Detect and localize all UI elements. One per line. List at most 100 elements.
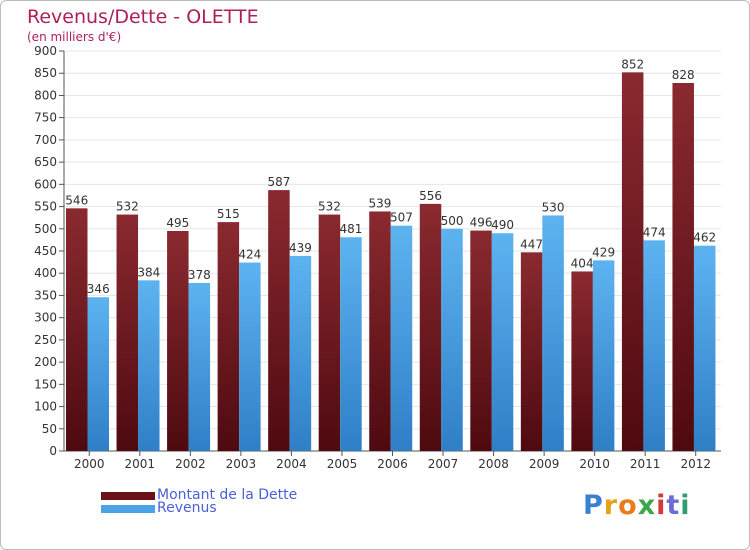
legend-label-debt: Montant de la Dette <box>157 487 298 503</box>
data-label-debt: 496 <box>470 216 493 230</box>
x-tick-label: 2007 <box>428 457 459 471</box>
y-tick-label: 350 <box>34 288 57 302</box>
data-label-revenue: 474 <box>643 225 666 239</box>
data-label-debt: 447 <box>520 237 543 251</box>
logo-letter: P <box>583 490 604 521</box>
data-label-revenue: 346 <box>87 282 110 296</box>
bar-debt <box>571 271 593 451</box>
logo-letter: i <box>680 490 691 521</box>
x-tick-label: 2012 <box>680 457 711 471</box>
bar-revenue <box>390 225 413 451</box>
bar-debt <box>419 203 442 451</box>
bar-debt <box>167 231 189 451</box>
bar-revenue <box>491 233 514 451</box>
y-tick-label: 50 <box>42 422 57 436</box>
data-label-revenue: 429 <box>592 245 615 259</box>
y-tick-label: 700 <box>34 133 57 147</box>
data-label-debt: 546 <box>65 193 88 207</box>
logo-letter: t <box>666 490 681 521</box>
y-tick-label: 750 <box>34 111 57 125</box>
bar-debt <box>217 222 240 451</box>
data-label-debt: 587 <box>267 175 290 189</box>
bar-revenue <box>693 245 716 451</box>
y-tick-label: 550 <box>34 200 57 214</box>
data-label-debt: 532 <box>116 200 139 214</box>
bar-revenue <box>239 262 261 451</box>
y-tick-label: 600 <box>34 177 57 191</box>
bar-revenue <box>188 283 211 451</box>
x-tick-label: 2006 <box>377 457 408 471</box>
chart-subtitle: (en milliers d'€) <box>27 30 122 44</box>
logo-letter: i <box>656 490 667 521</box>
data-label-debt: 852 <box>621 57 644 71</box>
x-tick-label: 2000 <box>74 457 105 471</box>
y-tick-label: 150 <box>34 377 57 391</box>
bar-debt <box>66 208 88 451</box>
bar-revenue <box>138 280 160 451</box>
data-label-revenue: 378 <box>188 268 211 282</box>
data-label-revenue: 384 <box>137 265 160 279</box>
y-tick-label: 300 <box>34 311 57 325</box>
logo-letter: r <box>603 490 619 521</box>
bar-revenue <box>542 215 564 451</box>
x-tick-label: 2011 <box>630 457 661 471</box>
proxiti-logo: Proxiti <box>583 490 691 521</box>
legend-swatch-revenue <box>101 505 155 513</box>
bar-revenue <box>340 237 362 451</box>
legend-label-revenue: Revenus <box>157 500 217 516</box>
y-tick-label: 900 <box>34 44 57 58</box>
data-label-revenue: 424 <box>238 248 261 262</box>
data-label-debt: 495 <box>166 216 189 230</box>
bar-debt <box>318 214 341 451</box>
data-label-revenue: 507 <box>390 211 413 225</box>
logo-letter: o <box>618 490 638 521</box>
data-label-revenue: 500 <box>441 214 464 228</box>
bar-revenue <box>592 260 615 451</box>
data-label-debt: 515 <box>217 207 240 221</box>
x-tick-label: 2008 <box>478 457 509 471</box>
x-tick-label: 2010 <box>579 457 610 471</box>
x-tick-label: 2009 <box>529 457 560 471</box>
bar-debt <box>116 214 139 451</box>
bar-debt <box>520 252 543 451</box>
y-tick-label: 100 <box>34 400 57 414</box>
data-label-revenue: 481 <box>339 222 362 236</box>
y-tick-label: 800 <box>34 88 57 102</box>
bar-debt <box>672 83 694 451</box>
bar-revenue <box>289 255 312 451</box>
x-tick-label: 2004 <box>276 457 307 471</box>
data-label-debt: 556 <box>419 189 442 203</box>
x-tick-label: 2003 <box>226 457 257 471</box>
data-label-revenue: 439 <box>289 241 312 255</box>
y-tick-label: 200 <box>34 355 57 369</box>
y-tick-label: 850 <box>34 66 57 80</box>
data-label-debt: 539 <box>369 196 392 210</box>
legend-swatch-debt <box>101 492 155 500</box>
y-tick-label: 250 <box>34 333 57 347</box>
y-tick-label: 650 <box>34 155 57 169</box>
x-tick-label: 2002 <box>175 457 206 471</box>
bar-debt <box>470 230 492 451</box>
y-tick-label: 0 <box>49 444 57 458</box>
bar-revenue <box>87 297 109 451</box>
y-tick-label: 400 <box>34 266 57 280</box>
data-label-debt: 404 <box>571 256 594 270</box>
data-label-revenue: 490 <box>491 218 514 232</box>
bar-revenue <box>643 240 665 451</box>
data-label-revenue: 462 <box>693 231 716 245</box>
bar-debt <box>621 72 644 451</box>
y-tick-label: 500 <box>34 222 57 236</box>
x-tick-label: 2005 <box>327 457 358 471</box>
bar-revenue <box>441 228 463 451</box>
chart-title: Revenus/Dette - OLETTE <box>27 6 259 28</box>
logo-letter: x <box>637 490 657 521</box>
bar-debt <box>268 190 290 451</box>
data-label-revenue: 530 <box>542 200 565 214</box>
data-label-debt: 532 <box>318 200 341 214</box>
x-tick-label: 2001 <box>125 457 156 471</box>
bar-debt <box>369 211 391 451</box>
y-tick-label: 450 <box>34 244 57 258</box>
data-label-debt: 828 <box>672 68 695 82</box>
